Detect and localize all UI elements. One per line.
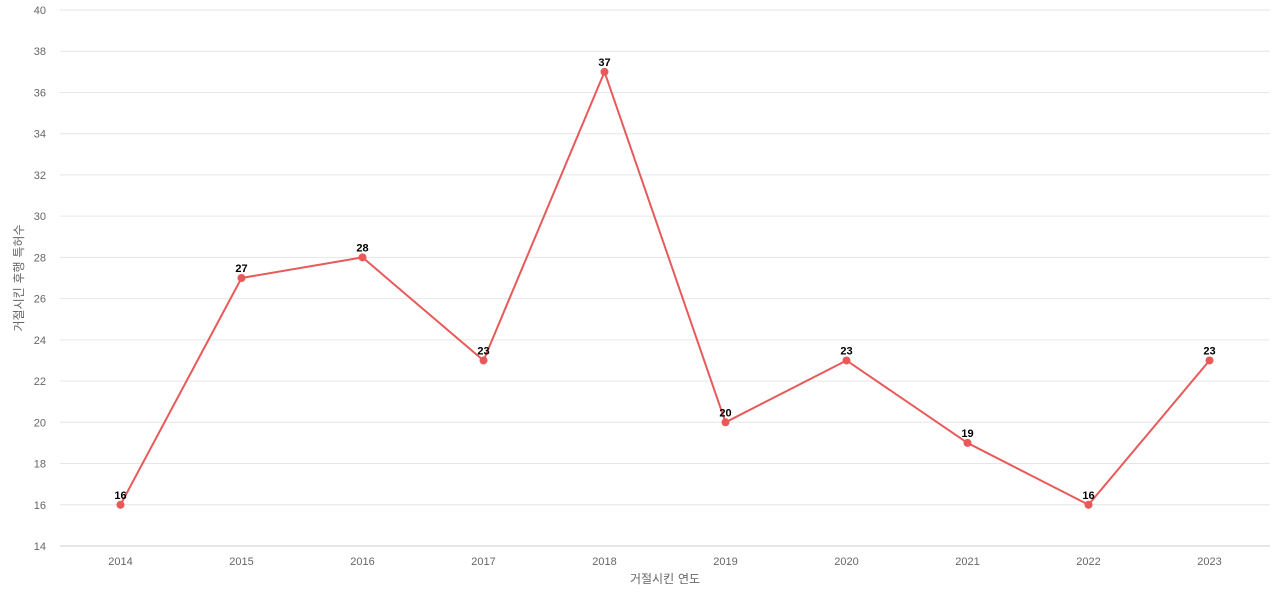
x-tick-label: 2014 bbox=[108, 556, 132, 568]
data-point bbox=[1084, 500, 1093, 509]
data-label: 16 bbox=[1082, 490, 1094, 502]
y-tick-label: 40 bbox=[34, 5, 46, 17]
data-labels: 16 27 28 23 37 20 23 19 16 23 bbox=[114, 57, 1215, 502]
x-tick-label: 2023 bbox=[1197, 556, 1221, 568]
data-point bbox=[721, 418, 730, 427]
data-label: 16 bbox=[114, 490, 126, 502]
data-point bbox=[358, 253, 367, 262]
y-tick-label: 30 bbox=[34, 211, 46, 223]
x-tick-label: 2020 bbox=[834, 556, 858, 568]
data-label: 23 bbox=[477, 345, 489, 357]
y-tick-label: 38 bbox=[34, 46, 46, 58]
data-point bbox=[842, 356, 851, 365]
y-axis-title: 거절시킨 후행 특허수 bbox=[11, 225, 26, 332]
data-point bbox=[1205, 356, 1214, 365]
grid-lines bbox=[60, 9, 1270, 547]
series-0 bbox=[116, 67, 1214, 509]
y-tick-label: 36 bbox=[34, 87, 46, 99]
x-tick-label: 2016 bbox=[350, 556, 374, 568]
y-tick-label: 26 bbox=[34, 294, 46, 306]
data-point bbox=[237, 274, 246, 282]
y-tick-label: 28 bbox=[34, 252, 46, 264]
series-line bbox=[119, 70, 1211, 506]
data-label: 28 bbox=[356, 242, 368, 254]
data-point bbox=[600, 67, 609, 76]
data-label: 20 bbox=[719, 407, 731, 419]
x-tick-label: 2015 bbox=[229, 556, 253, 568]
x-axis-ticks: 2014 2015 2016 2017 2018 2019 2020 2021 2022 2023 bbox=[108, 556, 1221, 568]
y-axis-ticks: 14 16 18 20 22 24 26 28 30 32 34 36 38 40 bbox=[34, 5, 46, 553]
y-tick-label: 18 bbox=[34, 459, 46, 471]
y-tick-label: 20 bbox=[34, 417, 46, 429]
x-tick-label: 2021 bbox=[955, 556, 979, 568]
x-tick-label: 2017 bbox=[471, 556, 495, 568]
y-tick-label: 14 bbox=[34, 541, 46, 553]
y-tick-label: 34 bbox=[34, 129, 46, 141]
x-tick-label: 2022 bbox=[1076, 556, 1100, 568]
data-point bbox=[479, 356, 488, 365]
data-point bbox=[963, 438, 972, 447]
x-tick-label: 2019 bbox=[713, 556, 737, 568]
data-label: 19 bbox=[961, 428, 973, 440]
x-tick-label: 2018 bbox=[592, 556, 616, 568]
x-axis-title: 거절시킨 연도 bbox=[630, 572, 700, 586]
data-label: 23 bbox=[1203, 345, 1215, 357]
data-label: 23 bbox=[840, 345, 852, 357]
data-label: 27 bbox=[235, 263, 247, 275]
data-label: 37 bbox=[598, 57, 610, 69]
data-point bbox=[116, 500, 125, 509]
y-tick-label: 22 bbox=[34, 376, 46, 388]
y-tick-label: 16 bbox=[34, 500, 46, 512]
y-tick-label: 32 bbox=[34, 170, 46, 182]
y-tick-label: 24 bbox=[34, 335, 46, 347]
